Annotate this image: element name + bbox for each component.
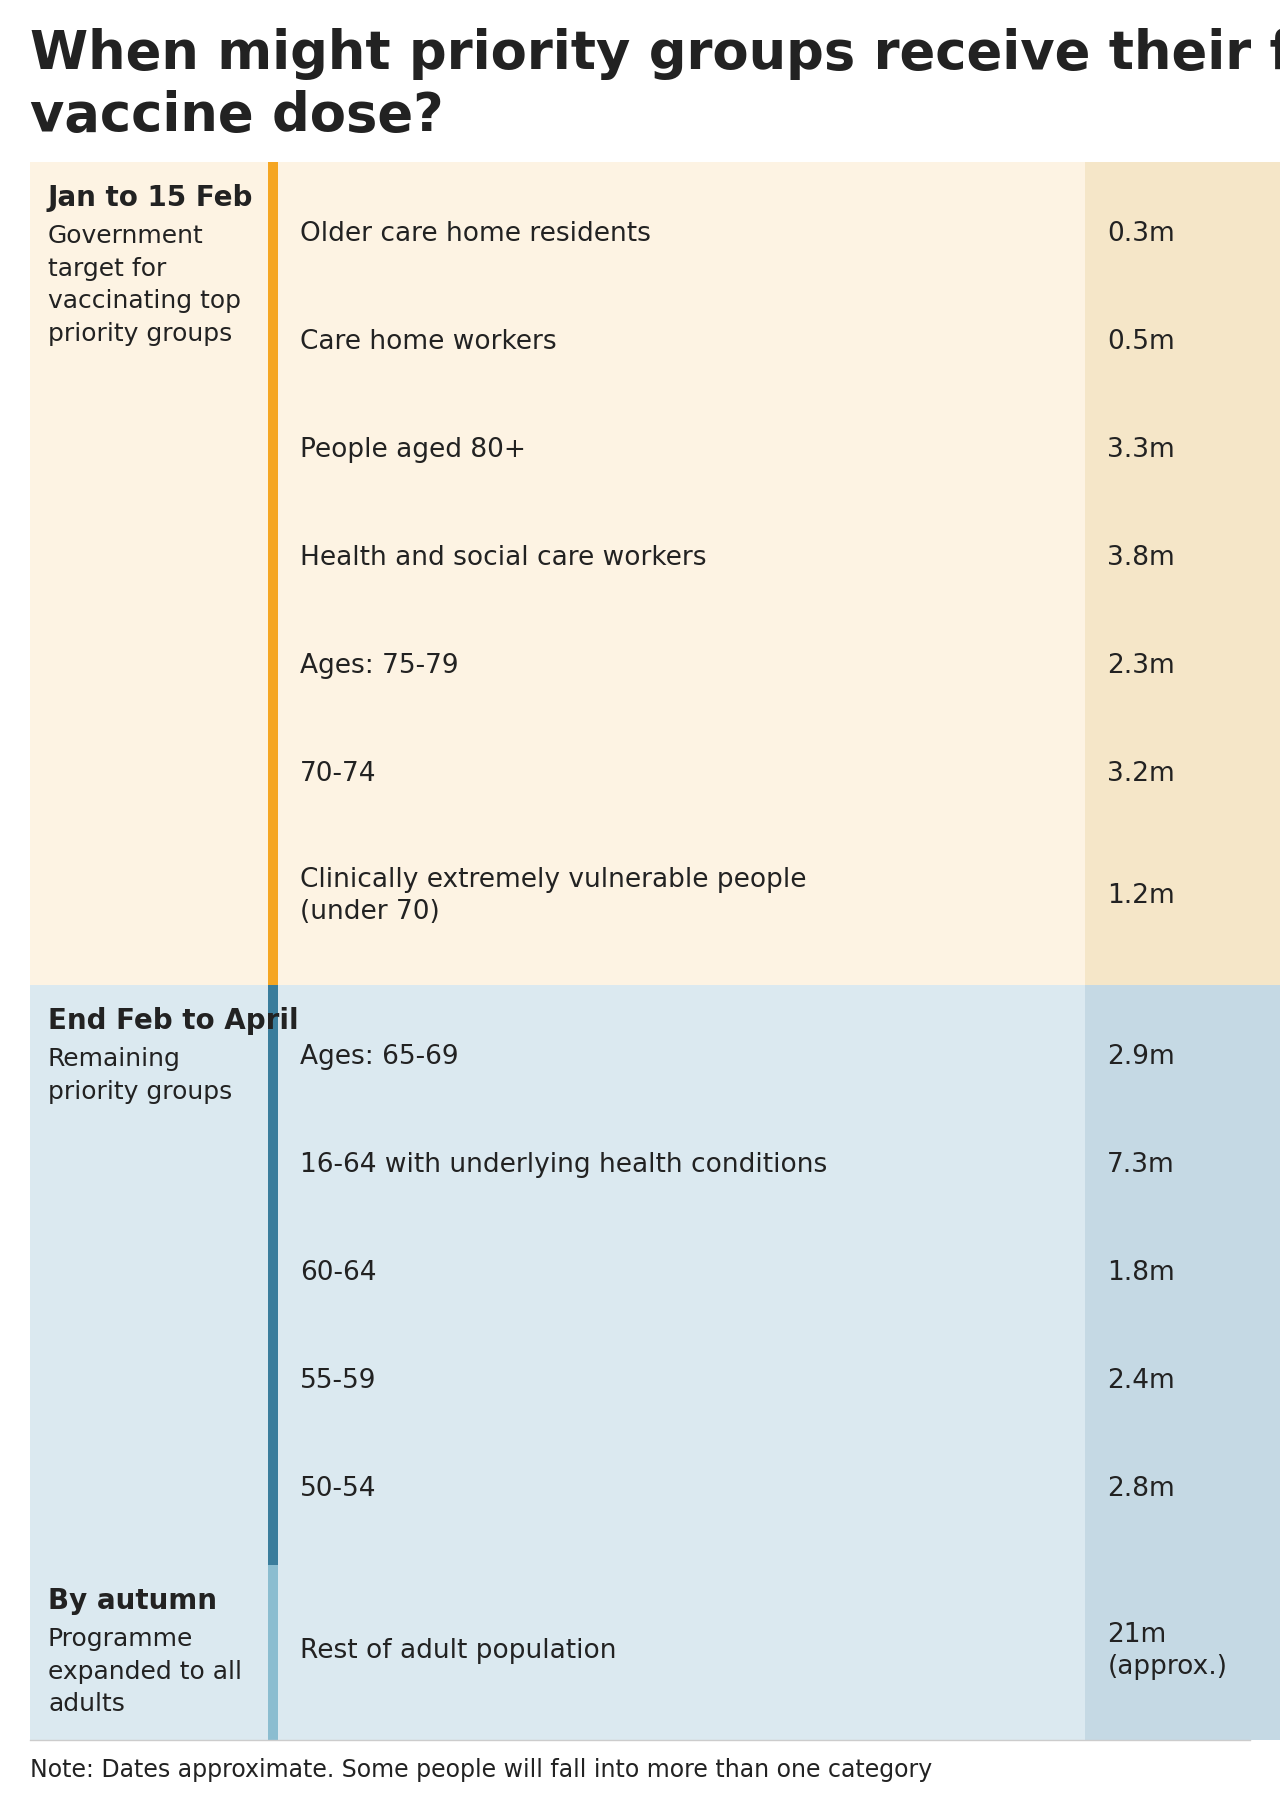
FancyBboxPatch shape bbox=[268, 161, 278, 985]
Text: When might priority groups receive their first
vaccine dose?: When might priority groups receive their… bbox=[29, 27, 1280, 141]
Text: 3.3m: 3.3m bbox=[1107, 437, 1175, 463]
Text: 2.3m: 2.3m bbox=[1107, 653, 1175, 678]
Text: Ages: 65-69: Ages: 65-69 bbox=[300, 1045, 458, 1070]
Text: Clinically extremely vulnerable people
(under 70): Clinically extremely vulnerable people (… bbox=[300, 867, 806, 925]
Text: 55-59: 55-59 bbox=[300, 1368, 376, 1393]
Text: Note: Dates approximate. Some people will fall into more than one category: Note: Dates approximate. Some people wil… bbox=[29, 1758, 932, 1781]
Text: 2.4m: 2.4m bbox=[1107, 1368, 1175, 1393]
Text: 0.5m: 0.5m bbox=[1107, 328, 1175, 356]
Text: 3.2m: 3.2m bbox=[1107, 762, 1175, 787]
Text: By autumn: By autumn bbox=[49, 1587, 218, 1614]
Text: 70-74: 70-74 bbox=[300, 762, 376, 787]
Text: End Feb to April: End Feb to April bbox=[49, 1007, 298, 1036]
FancyBboxPatch shape bbox=[29, 161, 1085, 985]
Text: 3.8m: 3.8m bbox=[1107, 544, 1175, 571]
Text: 0.3m: 0.3m bbox=[1107, 221, 1175, 247]
Text: 1.8m: 1.8m bbox=[1107, 1261, 1175, 1286]
Text: Health and social care workers: Health and social care workers bbox=[300, 544, 707, 571]
FancyBboxPatch shape bbox=[1085, 1565, 1280, 1740]
Text: Government
target for
vaccinating top
priority groups: Government target for vaccinating top pr… bbox=[49, 223, 241, 346]
Text: Older care home residents: Older care home residents bbox=[300, 221, 650, 247]
Text: Remaining
priority groups: Remaining priority groups bbox=[49, 1047, 232, 1103]
Text: Rest of adult population: Rest of adult population bbox=[300, 1638, 616, 1663]
Text: 2.8m: 2.8m bbox=[1107, 1477, 1175, 1502]
Text: Programme
expanded to all
adults: Programme expanded to all adults bbox=[49, 1627, 242, 1716]
Text: 7.3m: 7.3m bbox=[1107, 1152, 1175, 1177]
FancyBboxPatch shape bbox=[29, 985, 1085, 1565]
FancyBboxPatch shape bbox=[268, 1565, 278, 1740]
FancyBboxPatch shape bbox=[1085, 161, 1280, 985]
Text: 60-64: 60-64 bbox=[300, 1261, 376, 1286]
Text: 2.9m: 2.9m bbox=[1107, 1045, 1175, 1070]
FancyBboxPatch shape bbox=[29, 1565, 1085, 1740]
Text: 50-54: 50-54 bbox=[300, 1477, 376, 1502]
Text: 16-64 with underlying health conditions: 16-64 with underlying health conditions bbox=[300, 1152, 827, 1177]
Text: 21m
(approx.): 21m (approx.) bbox=[1107, 1622, 1228, 1680]
Text: Care home workers: Care home workers bbox=[300, 328, 557, 356]
Text: Ages: 75-79: Ages: 75-79 bbox=[300, 653, 458, 678]
FancyBboxPatch shape bbox=[268, 985, 278, 1565]
Text: Jan to 15 Feb: Jan to 15 Feb bbox=[49, 183, 253, 212]
FancyBboxPatch shape bbox=[1085, 985, 1280, 1565]
Text: 1.2m: 1.2m bbox=[1107, 882, 1175, 909]
Text: People aged 80+: People aged 80+ bbox=[300, 437, 526, 463]
